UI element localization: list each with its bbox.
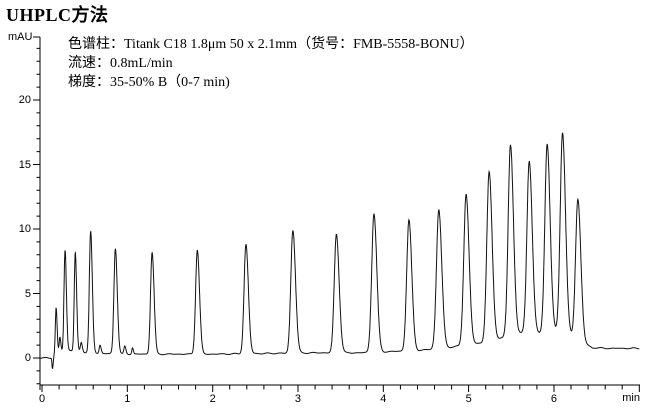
method-annotation: 色谱柱：Titank C18 1.8μm 50 x 2.1mm（货号：FMB-5… <box>68 35 474 92</box>
method-flow-rate: 流速：0.8mL/min <box>68 56 173 71</box>
x-tick-label: 3 <box>294 393 302 405</box>
x-tick-label: 0 <box>38 393 46 405</box>
y-axis-unit-label: mAU <box>8 31 33 43</box>
y-tick-label: 5 <box>24 287 31 300</box>
y-tick-label: 15 <box>18 158 31 171</box>
x-tick-label: 5 <box>465 393 472 405</box>
x-tick-label: 6 <box>550 393 558 405</box>
method-column: 色谱柱：Titank C18 1.8μm 50 x 2.1mm（货号：FMB-5… <box>68 37 474 52</box>
axes <box>33 36 640 392</box>
x-tick-label: 4 <box>380 393 387 405</box>
x-tick-label: 2 <box>209 393 216 405</box>
y-tick-label: 20 <box>18 94 31 106</box>
chromatogram-trace <box>40 132 640 369</box>
x-tick-label: 1 <box>124 393 131 405</box>
y-tick-label: 10 <box>18 223 31 235</box>
y-tick-label: 0 <box>24 352 31 364</box>
page-title: UHPLC方法 <box>6 5 109 25</box>
method-gradient: 梯度：35-50% B（0-7 min) <box>68 75 230 90</box>
x-axis-unit-label: min <box>622 392 640 404</box>
